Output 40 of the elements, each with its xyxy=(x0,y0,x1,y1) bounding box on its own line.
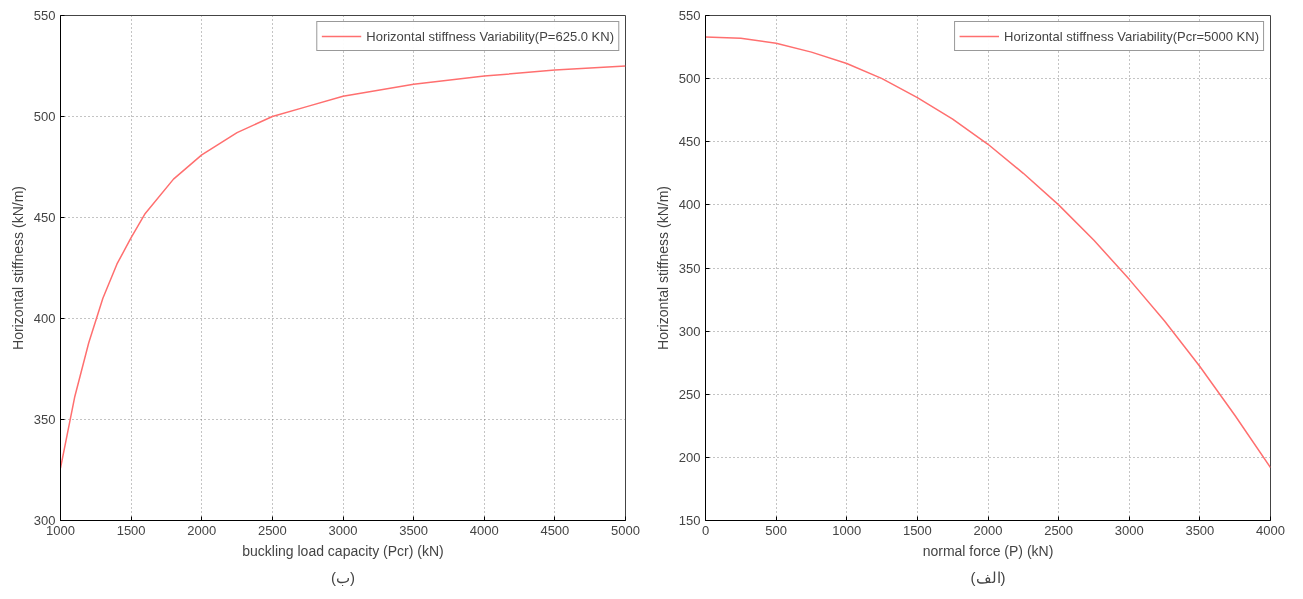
x-tick-label: 3000 xyxy=(1114,522,1144,538)
x-tick-label: 2500 xyxy=(1044,522,1074,538)
legend-label: Horizontal stiffness Variability(Pcr=5000 KN) xyxy=(1004,28,1259,44)
y-tick-label: 350 xyxy=(33,412,56,427)
y-tick-label: 550 xyxy=(678,8,701,23)
y-tick-label: 200 xyxy=(678,449,701,465)
y-tick-label: 400 xyxy=(678,197,701,213)
x-tick-label: 4000 xyxy=(469,522,499,538)
y-tick-label: 150 xyxy=(678,513,701,528)
legend-label: Horizontal stiffness Variability(P=625.0 KN) xyxy=(366,28,614,44)
y-tick-label: 300 xyxy=(678,323,701,339)
y-tick-label: 400 xyxy=(33,311,56,326)
x-axis-title: normal force (P) (kN) xyxy=(922,542,1054,559)
x-tick-label: 1000 xyxy=(832,522,862,538)
y-axis-title: Horizontal stiffness (kN/m) xyxy=(654,186,671,350)
text: (ب) xyxy=(331,568,355,586)
y-tick-label: 450 xyxy=(33,210,56,225)
x-tick-label: 2500 xyxy=(257,522,287,538)
x-tick-label: 4500 xyxy=(540,522,570,538)
x-tick-label: 3000 xyxy=(328,522,358,538)
text: (الف) xyxy=(970,568,1006,586)
x-tick-label: 1500 xyxy=(902,522,932,538)
x-tick-label: 3500 xyxy=(399,522,429,538)
y-tick-label: 350 xyxy=(678,260,701,276)
x-tick-label: 3500 xyxy=(1185,522,1215,538)
y-tick-label: 450 xyxy=(678,134,701,150)
y-tick-label: 550 xyxy=(33,8,56,23)
x-tick-label: 2000 xyxy=(187,522,217,538)
y-tick-label: 500 xyxy=(33,109,56,124)
x-tick-label: 5000 xyxy=(611,522,640,538)
x-tick-label: 2000 xyxy=(973,522,1003,538)
y-axis-title: Horizontal stiffness (kN/m) xyxy=(9,186,26,350)
x-tick-label: 0 xyxy=(701,522,710,538)
y-tick-label: 500 xyxy=(678,71,701,87)
x-axis-title: buckling load capacity (Pcr) (kN) xyxy=(242,542,444,559)
x-tick-label: 500 xyxy=(765,522,787,538)
line-series xyxy=(60,65,626,469)
x-tick-label: 4000 xyxy=(1256,522,1285,538)
x-tick-label: 1500 xyxy=(116,522,146,538)
y-tick-label: 250 xyxy=(678,386,701,402)
